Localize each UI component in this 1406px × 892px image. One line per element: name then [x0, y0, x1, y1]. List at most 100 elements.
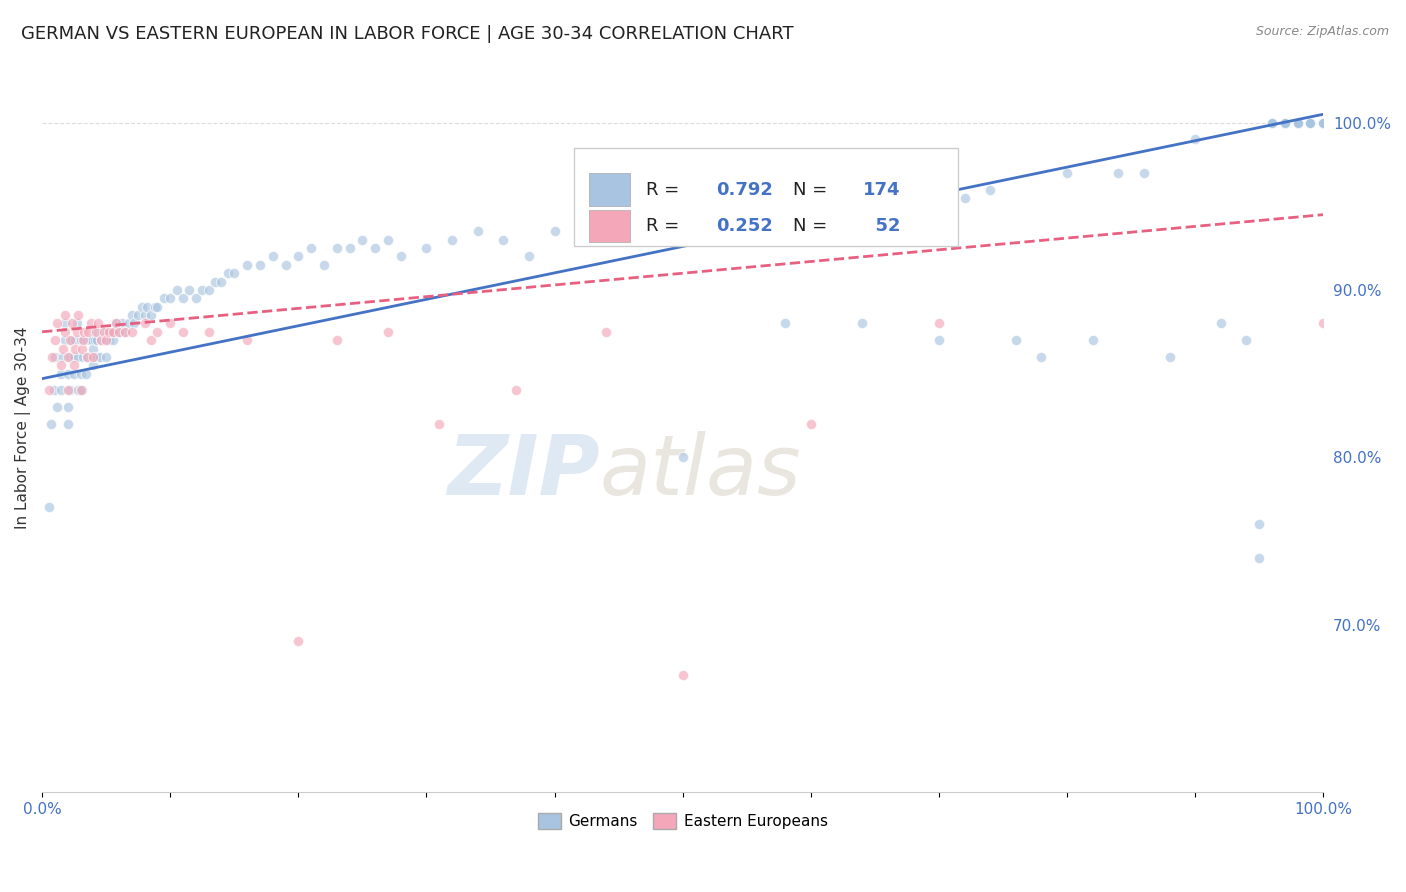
Point: [236, 258, 259, 272]
Point: [1107, 166, 1129, 180]
Point: [53, 325, 76, 339]
Point: [1274, 115, 1296, 129]
Point: [79, 333, 101, 347]
Point: [1274, 115, 1296, 129]
Point: [1184, 132, 1206, 146]
Point: [1312, 115, 1334, 129]
Point: [63, 358, 86, 372]
Point: [159, 291, 181, 305]
Point: [69, 367, 91, 381]
FancyBboxPatch shape: [589, 173, 630, 206]
Text: R =: R =: [645, 217, 685, 235]
Point: [93, 325, 115, 339]
Point: [723, 224, 745, 238]
Point: [389, 250, 412, 264]
Point: [543, 224, 565, 238]
Point: [53, 317, 76, 331]
Point: [1312, 115, 1334, 129]
Point: [1274, 115, 1296, 129]
Point: [249, 258, 271, 272]
Point: [1312, 115, 1334, 129]
Point: [86, 333, 108, 347]
Point: [773, 317, 796, 331]
Point: [928, 333, 950, 347]
Point: [105, 317, 128, 331]
Point: [1274, 115, 1296, 129]
Point: [98, 325, 121, 339]
Text: R =: R =: [645, 180, 685, 199]
Point: [274, 258, 297, 272]
Text: N =: N =: [793, 217, 832, 235]
Point: [1299, 115, 1322, 129]
Point: [1312, 115, 1334, 129]
Point: [1286, 115, 1309, 129]
Point: [131, 300, 153, 314]
Point: [352, 233, 374, 247]
Point: [52, 350, 75, 364]
Point: [364, 241, 387, 255]
Point: [72, 333, 94, 347]
Point: [1312, 115, 1334, 129]
Point: [80, 317, 103, 331]
Point: [146, 325, 169, 339]
Point: [56, 367, 79, 381]
Point: [1312, 115, 1334, 129]
Point: [1312, 115, 1334, 129]
Point: [672, 450, 695, 465]
Point: [82, 358, 104, 372]
Text: Source: ZipAtlas.com: Source: ZipAtlas.com: [1256, 25, 1389, 38]
Point: [1209, 317, 1232, 331]
Point: [1261, 115, 1284, 129]
Point: [121, 325, 143, 339]
Point: [928, 317, 950, 331]
Point: [1312, 115, 1334, 129]
Point: [211, 275, 233, 289]
Point: [59, 384, 82, 398]
Point: [1299, 115, 1322, 129]
Point: [1312, 115, 1334, 129]
Point: [492, 233, 515, 247]
Point: [377, 233, 399, 247]
Point: [53, 333, 76, 347]
Text: atlas: atlas: [599, 431, 801, 512]
Point: [1081, 333, 1104, 347]
Point: [595, 216, 617, 230]
Point: [127, 308, 149, 322]
Point: [90, 333, 112, 347]
Point: [326, 241, 349, 255]
Point: [697, 216, 720, 230]
Point: [1299, 115, 1322, 129]
Point: [139, 308, 162, 322]
Point: [97, 325, 120, 339]
Point: [56, 400, 79, 414]
Point: [60, 317, 83, 331]
Point: [1056, 166, 1078, 180]
Point: [114, 325, 136, 339]
Point: [53, 308, 76, 322]
Point: [66, 384, 89, 398]
Point: [69, 384, 91, 398]
Point: [66, 317, 89, 331]
Point: [66, 325, 89, 339]
Point: [1299, 115, 1322, 129]
Point: [1299, 115, 1322, 129]
Point: [66, 350, 89, 364]
Point: [76, 333, 98, 347]
Point: [1286, 115, 1309, 129]
Point: [73, 325, 96, 339]
Point: [903, 191, 925, 205]
Point: [83, 333, 105, 347]
Point: [1312, 115, 1334, 129]
Point: [76, 350, 98, 364]
Point: [56, 417, 79, 431]
Point: [1312, 115, 1334, 129]
Point: [82, 342, 104, 356]
Point: [204, 275, 226, 289]
Point: [184, 291, 207, 305]
Point: [69, 333, 91, 347]
Point: [124, 317, 146, 331]
Point: [38, 500, 60, 515]
Point: [672, 668, 695, 682]
Point: [77, 350, 100, 364]
Point: [1312, 317, 1334, 331]
